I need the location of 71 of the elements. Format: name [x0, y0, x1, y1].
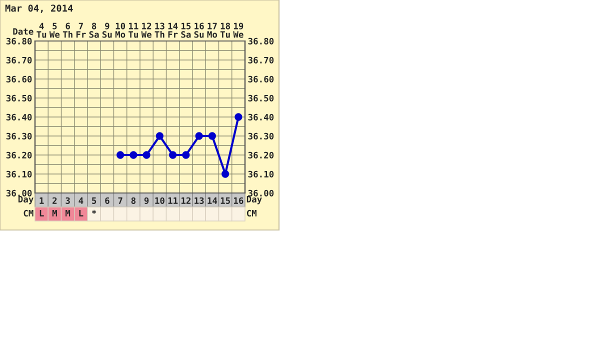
text: M: [66, 210, 70, 216]
y2-tick-label: 36.10: [248, 170, 274, 178]
text: 8 Sa: [89, 22, 99, 38]
y-tick-label: 36.80: [6, 38, 32, 44]
text: CM: [246, 210, 256, 217]
y-tick-label: 36.20: [6, 152, 32, 158]
x-tick-label: 1: [40, 197, 44, 204]
y-tick-label: 36.00: [6, 190, 32, 196]
point: [142, 151, 150, 159]
point: [116, 151, 124, 159]
y2-tick-label: 36.70: [248, 56, 274, 64]
text: 7 Fr: [76, 22, 86, 38]
text: 16 Su: [194, 22, 204, 38]
text: 12 We: [141, 22, 152, 38]
x-tick-label: 7: [118, 197, 122, 204]
x-tick-label: 2: [52, 197, 57, 204]
text: 9 Su: [102, 22, 112, 38]
text: 19 We: [233, 22, 244, 38]
text: Day: [246, 196, 262, 204]
point: [156, 132, 164, 140]
point: [182, 151, 190, 159]
text: 17 Mo: [207, 22, 218, 38]
text: Date: [13, 28, 34, 35]
text: 11 Tu: [128, 22, 138, 38]
point: [208, 132, 216, 140]
text: 6 Th: [62, 22, 72, 38]
text: L: [79, 210, 84, 216]
x-tick-label: 6: [105, 197, 110, 204]
chart-title: Mar 04, 2014: [5, 4, 73, 13]
y2-tick-label: 36.20: [248, 152, 274, 158]
point: [168, 151, 177, 159]
text: 5 We: [49, 22, 60, 38]
text: Day: [18, 196, 34, 204]
text: 4 Tu: [36, 22, 46, 38]
x-tick-label: 3: [66, 197, 70, 204]
y2-tick-label: 36.30: [248, 132, 274, 140]
text: L: [40, 210, 44, 216]
y-tick-label: 36.40: [6, 114, 32, 120]
x-tick-label: 14: [208, 197, 218, 204]
point: [221, 170, 230, 178]
y2-tick-label: 36.40: [248, 114, 274, 120]
text: M: [52, 210, 57, 216]
x-tick-label: 5: [92, 197, 96, 204]
text: 13 Th: [154, 22, 164, 38]
x-tick-label: 4: [78, 197, 84, 204]
text: 18 Tu: [220, 22, 230, 38]
y-tick-label: 36.30: [6, 132, 32, 140]
y-tick-label: 36.70: [6, 56, 32, 64]
y-tick-label: 36.50: [6, 94, 32, 102]
x-tick-label: 11: [168, 197, 178, 204]
x-tick-label: 16: [234, 197, 244, 204]
text: *: [92, 210, 96, 214]
x-tick-label: 15: [220, 197, 230, 204]
text: 15 Sa: [181, 22, 191, 38]
text: 10 Mo: [115, 22, 126, 38]
y-tick-label: 36.10: [6, 170, 32, 178]
point: [130, 151, 138, 159]
x-tick-label: 12: [181, 197, 190, 204]
x-tick-label: 9: [144, 197, 149, 204]
y2-tick-label: 36.00: [248, 190, 274, 196]
x-tick-label: 10: [155, 197, 164, 204]
text: 14 Fr: [168, 22, 178, 38]
point: [234, 113, 242, 121]
x-tick-label: 13: [194, 197, 204, 204]
point: [195, 132, 203, 140]
y-tick-label: 36.60: [6, 76, 32, 82]
y2-tick-label: 36.60: [248, 76, 274, 82]
text: CM: [24, 210, 34, 217]
x-tick-label: 8: [131, 197, 136, 204]
y2-tick-label: 36.80: [248, 38, 274, 44]
y2-tick-label: 36.50: [248, 94, 274, 102]
